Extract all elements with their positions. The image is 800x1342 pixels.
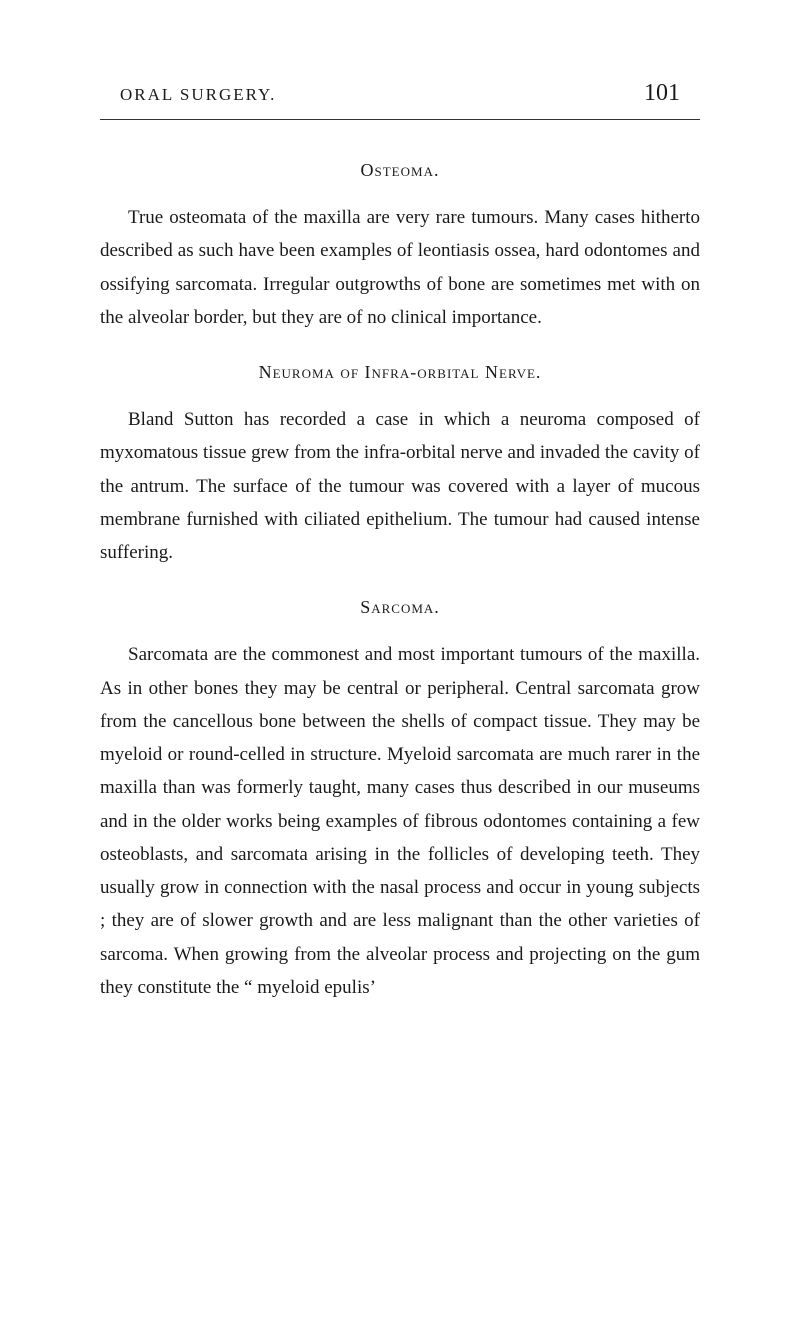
- section-heading-neuroma: Neuroma of Infra-orbital Nerve.: [100, 362, 700, 383]
- running-title: ORAL SURGERY.: [120, 85, 276, 105]
- paragraph-osteoma-1: True osteomata of the maxilla are very r…: [100, 201, 700, 334]
- section-heading-osteoma: Osteoma.: [100, 160, 700, 181]
- section-heading-sarcoma: Sarcoma.: [100, 597, 700, 618]
- header-divider: [100, 119, 700, 120]
- paragraph-neuroma-1: Bland Sutton has recorded a case in whic…: [100, 403, 700, 569]
- paragraph-sarcoma-1: Sarcomata are the commonest and most imp…: [100, 638, 700, 1004]
- page-header: ORAL SURGERY. 101: [100, 80, 700, 107]
- page-number: 101: [644, 80, 680, 107]
